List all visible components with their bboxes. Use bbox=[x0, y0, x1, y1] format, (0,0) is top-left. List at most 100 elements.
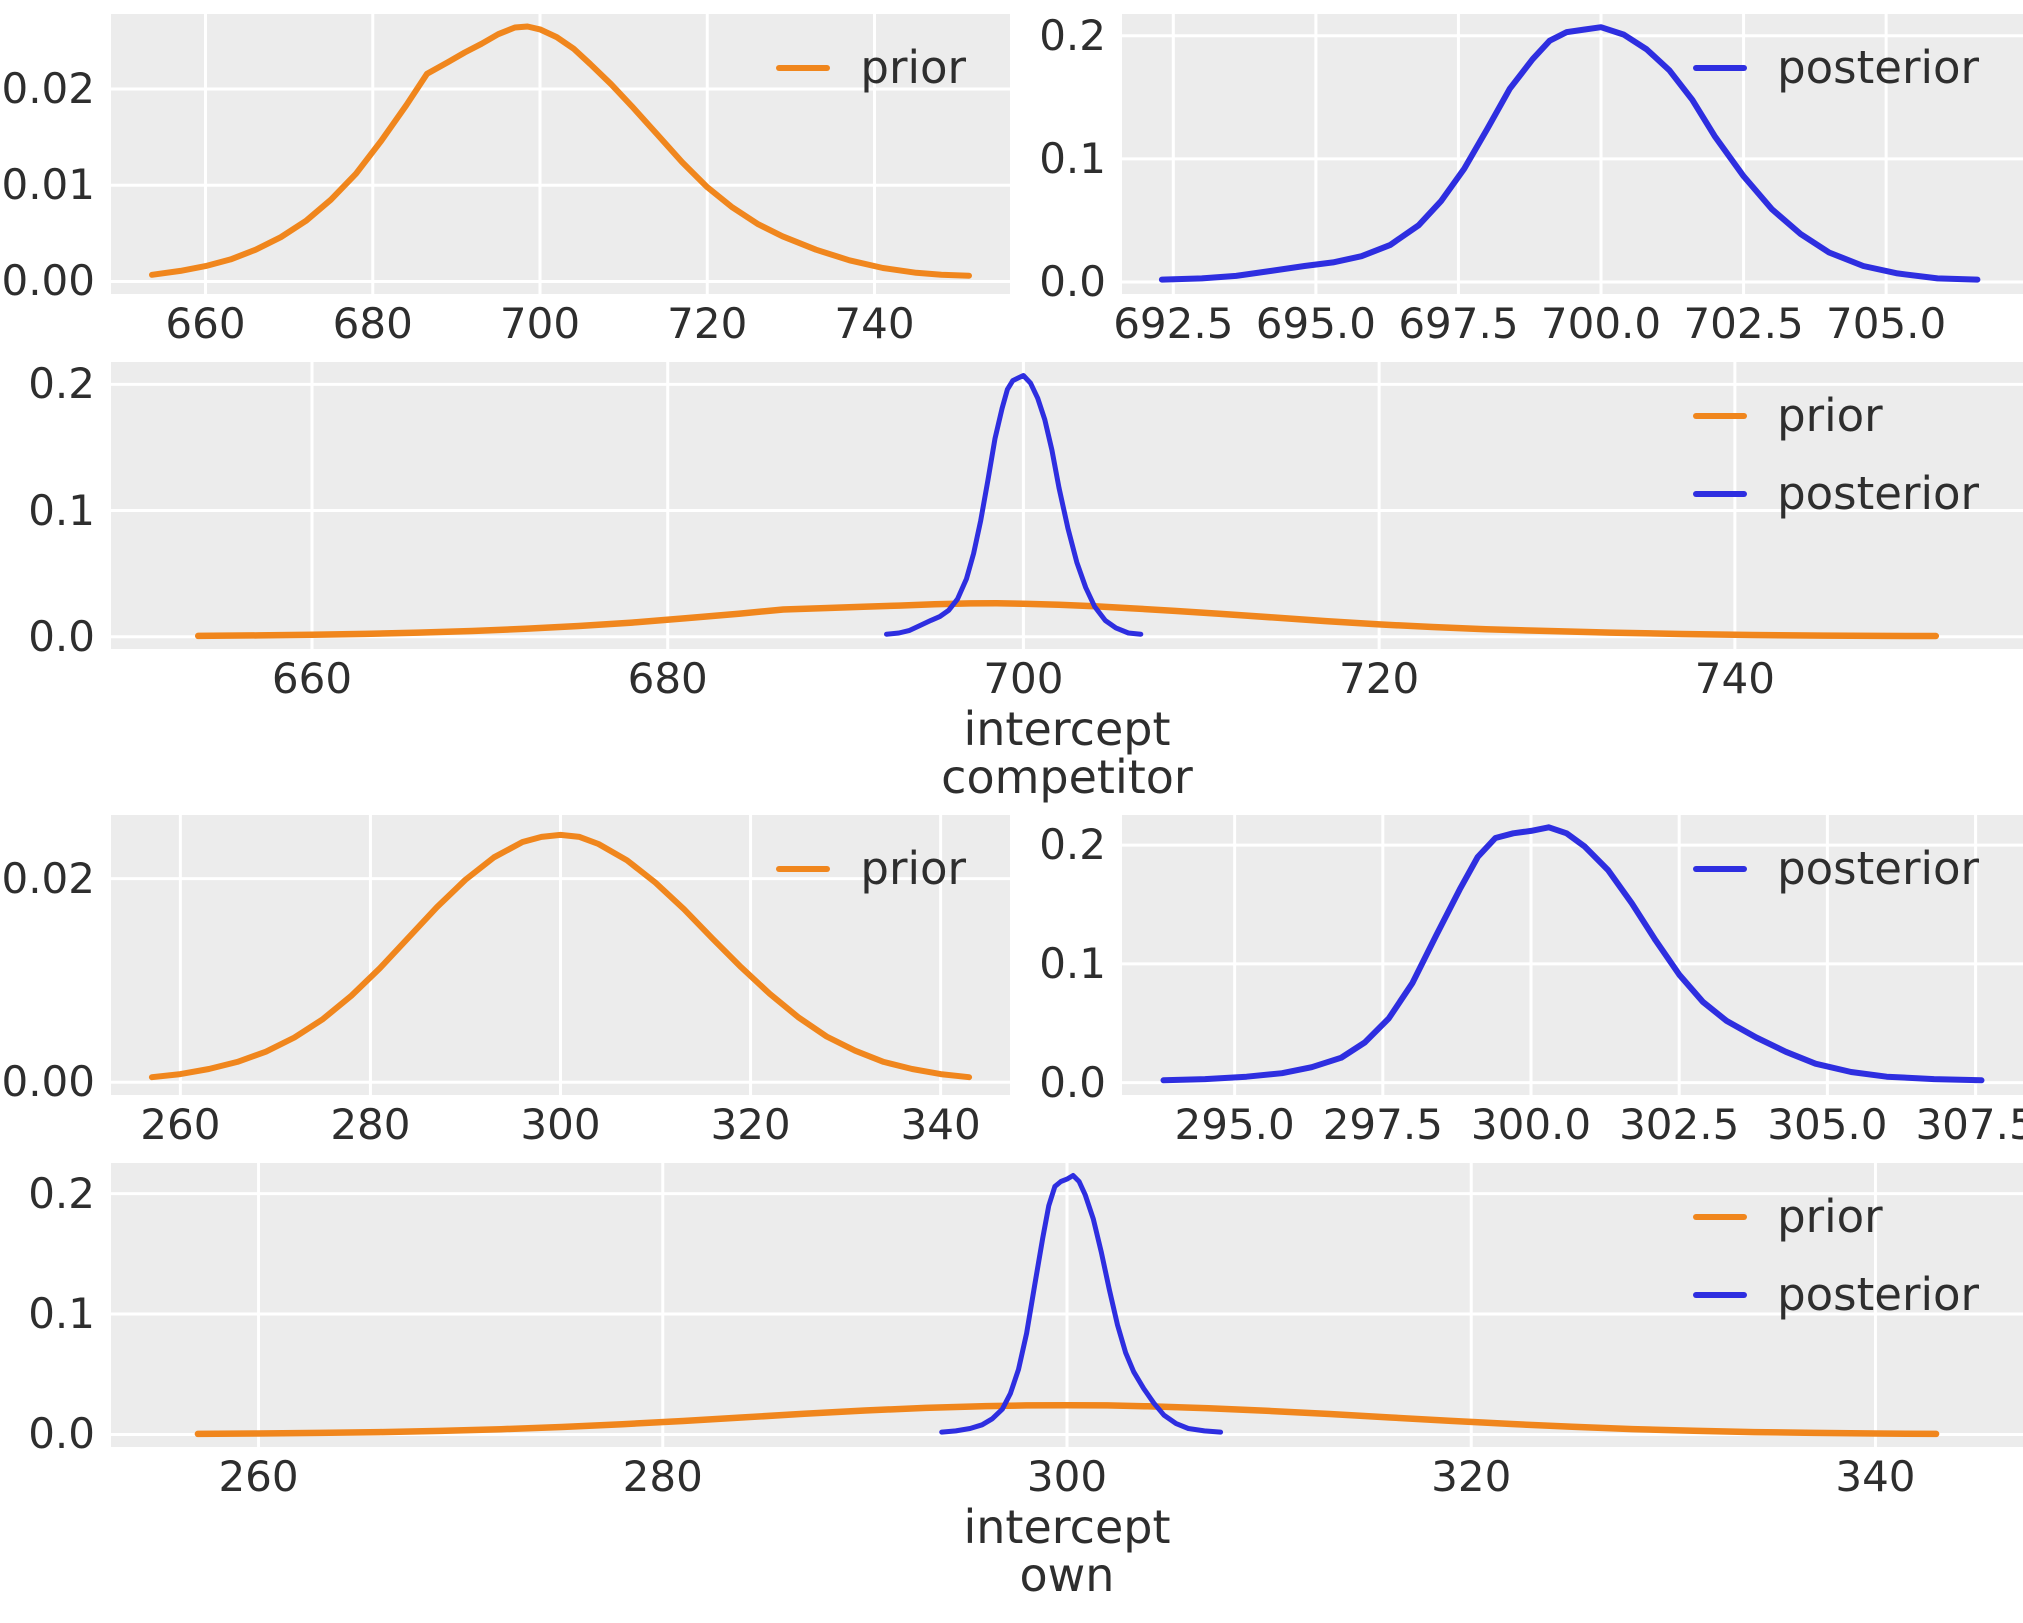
x-tick-label: 320 bbox=[1431, 1452, 1512, 1501]
x-tick-label: 700 bbox=[983, 654, 1064, 703]
x-tick-label: 740 bbox=[834, 299, 915, 348]
prior-line-swatch-icon bbox=[1693, 413, 1748, 419]
x-tick-label: 692.5 bbox=[1113, 299, 1234, 348]
legend-label: prior bbox=[1777, 389, 1883, 442]
kde-curves-svg bbox=[1122, 14, 2023, 294]
x-tick-label: 740 bbox=[1694, 654, 1775, 703]
x-axis-label-intercept-competitor: intercept competitor bbox=[111, 705, 2023, 801]
legend: posterior bbox=[1693, 42, 1979, 94]
y-axis-tick-labels: 0.0 0.1 0.2 bbox=[0, 359, 111, 660]
y-tick-label: 0.01 bbox=[1, 160, 95, 210]
legend-label: posterior bbox=[1777, 467, 1979, 520]
legend: prior posterior bbox=[1693, 1191, 1979, 1321]
kde-curves-svg bbox=[111, 815, 1010, 1095]
x-axis-tick-labels: 660 680 700 720 740 bbox=[111, 294, 1010, 346]
y-axis-tick-labels: 0.0 0.1 0.2 bbox=[1010, 10, 1122, 306]
row-competitor-split: 0.00 0.01 0.02 prior 660 680 700 720 740 0.0 0.… bbox=[0, 10, 2023, 348]
legend-label: posterior bbox=[1777, 41, 1979, 94]
legend-item-posterior: posterior bbox=[1693, 1269, 1979, 1321]
posterior-curve bbox=[884, 373, 1144, 637]
x-tick-label: 305.0 bbox=[1767, 1100, 1888, 1149]
prior-curve bbox=[194, 1401, 1940, 1438]
x-tick-label: 340 bbox=[1835, 1452, 1916, 1501]
plot-area: posterior bbox=[1122, 14, 2023, 294]
x-tick-label: 300 bbox=[520, 1100, 601, 1149]
y-tick-label: 0.2 bbox=[28, 359, 95, 409]
y-tick-label: 0.00 bbox=[1, 1057, 95, 1107]
subplot-combined-intercept-competitor: 0.0 0.1 0.2 prior posterior 660 680 700 720 740… bbox=[0, 359, 2023, 801]
posterior-curve bbox=[1160, 824, 1985, 1084]
y-tick-label: 0.0 bbox=[1039, 1057, 1106, 1107]
kde-curves-svg bbox=[111, 1163, 2023, 1447]
legend-item-prior: prior bbox=[776, 843, 966, 895]
legend-label: prior bbox=[860, 41, 966, 94]
posterior-line-swatch-icon bbox=[1693, 65, 1748, 71]
plot-area: prior bbox=[111, 14, 1010, 294]
y-tick-label: 0.0 bbox=[1039, 257, 1106, 307]
subplot-posterior-intercept-competitor: 0.0 0.1 0.2 posterior 692.5 695.0 697.5 700.0… bbox=[1010, 10, 2023, 348]
legend: prior bbox=[776, 843, 966, 895]
x-tick-label: 320 bbox=[710, 1100, 791, 1149]
y-tick-label: 0.2 bbox=[1039, 10, 1106, 60]
y-axis-tick-labels: 0.00 0.01 0.02 bbox=[0, 14, 111, 305]
posterior-curve bbox=[939, 1173, 1224, 1435]
legend-label: posterior bbox=[1777, 842, 1979, 895]
y-axis-tick-labels: 0.0 0.1 0.2 bbox=[0, 1163, 111, 1459]
legend-item-prior: prior bbox=[776, 42, 966, 94]
x-axis-tick-labels: 295.0 297.5 300.0 302.5 305.0 307.5 bbox=[1122, 1095, 2023, 1147]
y-tick-label: 0.2 bbox=[28, 1168, 95, 1218]
x-axis-tick-labels: 260 280 300 320 340 bbox=[111, 1095, 1010, 1147]
x-tick-label: 300.0 bbox=[1470, 1100, 1592, 1149]
x-axis-label-line2: own bbox=[1019, 1548, 1115, 1602]
legend: prior posterior bbox=[1693, 390, 1979, 520]
x-axis-label-line2: competitor bbox=[941, 750, 1193, 804]
x-tick-label: 302.5 bbox=[1619, 1100, 1740, 1149]
prior-curve bbox=[148, 831, 973, 1081]
prior-curve bbox=[194, 600, 1940, 640]
x-axis-tick-labels: 260 280 300 320 340 bbox=[111, 1447, 2023, 1499]
legend: posterior bbox=[1693, 843, 1979, 895]
x-tick-label: 720 bbox=[1339, 654, 1420, 703]
legend-label: posterior bbox=[1777, 1268, 1979, 1321]
subplot-posterior-intercept-own: 0.0 0.1 0.2 posterior 295.0 297.5 300.0 302.5… bbox=[1010, 815, 2023, 1147]
x-axis-label-line1: intercept bbox=[963, 702, 1171, 756]
y-tick-label: 0.0 bbox=[28, 1409, 95, 1459]
legend: prior bbox=[776, 42, 966, 94]
x-tick-label: 300 bbox=[1026, 1452, 1108, 1501]
legend-item-prior: prior bbox=[1693, 1191, 1979, 1243]
posterior-line-swatch-icon bbox=[1693, 491, 1748, 497]
x-tick-label: 660 bbox=[165, 299, 246, 348]
posterior-line-swatch-icon bbox=[1693, 866, 1748, 872]
prior-line-swatch-icon bbox=[776, 65, 831, 71]
x-tick-label: 297.5 bbox=[1322, 1100, 1443, 1149]
kde-curves-svg bbox=[1122, 815, 2023, 1095]
y-axis-tick-labels: 0.0 0.1 0.2 bbox=[1010, 815, 1122, 1106]
legend-label: prior bbox=[1777, 1190, 1883, 1243]
posterior-curve bbox=[1158, 24, 1981, 283]
y-tick-label: 0.02 bbox=[1, 64, 95, 114]
x-tick-label: 700 bbox=[499, 299, 581, 348]
subplot-combined-intercept-own: 0.0 0.1 0.2 prior posterior 260 280 300 320 340… bbox=[0, 1163, 2023, 1599]
legend-item-posterior: posterior bbox=[1693, 42, 1979, 94]
legend-item-prior: prior bbox=[1693, 390, 1979, 442]
y-tick-label: 0.02 bbox=[1, 853, 95, 903]
kde-curves-svg bbox=[111, 14, 1010, 294]
x-tick-label: 680 bbox=[627, 654, 708, 703]
x-tick-label: 307.5 bbox=[1915, 1100, 2023, 1149]
y-tick-label: 0.0 bbox=[28, 611, 95, 661]
subplot-prior-intercept-competitor: 0.00 0.01 0.02 prior 660 680 700 720 740 bbox=[0, 14, 1010, 346]
legend-item-posterior: posterior bbox=[1693, 843, 1979, 895]
posterior-line-swatch-icon bbox=[1693, 1292, 1748, 1298]
prior-line-swatch-icon bbox=[1693, 1214, 1748, 1220]
plot-area: prior posterior bbox=[111, 362, 2023, 649]
x-axis-label-line1: intercept bbox=[963, 1500, 1171, 1554]
y-tick-label: 0.1 bbox=[28, 1289, 95, 1339]
legend-item-posterior: posterior bbox=[1693, 468, 1979, 520]
y-axis-tick-labels: 0.00 0.02 bbox=[0, 815, 111, 1107]
x-tick-label: 695.0 bbox=[1255, 299, 1376, 348]
plot-area: prior posterior bbox=[111, 1163, 2023, 1447]
x-axis-tick-labels: 692.5 695.0 697.5 700.0 702.5 705.0 bbox=[1113, 294, 2023, 348]
x-tick-label: 280 bbox=[330, 1100, 411, 1149]
x-axis-tick-labels: 660 680 700 720 740 bbox=[111, 649, 2023, 701]
